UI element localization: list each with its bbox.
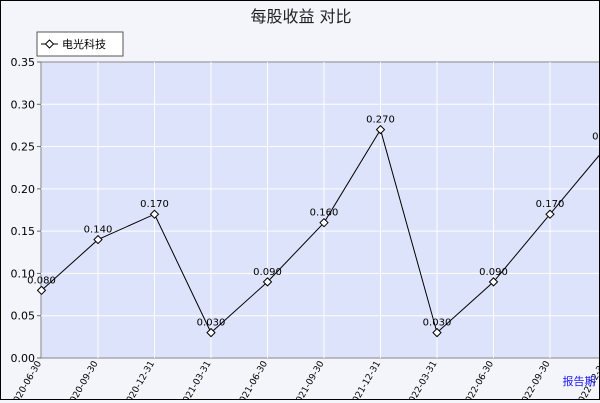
y-tick-label: 0.05 [11, 310, 36, 323]
y-tick-label: 0.10 [11, 267, 36, 280]
data-point-marker[interactable] [375, 124, 386, 135]
data-point-marker[interactable] [262, 277, 273, 287]
x-tick-label: 2021-12-31 [348, 360, 383, 400]
data-point-markers[interactable] [36, 75, 600, 338]
x-tick-label: 2021-03-31 [179, 360, 214, 400]
y-tick-label: 0.35 [11, 56, 36, 69]
y-tick-label: 0.25 [11, 141, 36, 154]
data-point-marker[interactable] [36, 285, 47, 296]
x-tick-label: 2022-06-30 [461, 359, 496, 399]
series-line [41, 128, 600, 334]
chart-title: 每股收益 对比 [250, 7, 351, 26]
data-labels: 0.080 0.140 0.170 0.030 0.090 0.160 0.270 0.030… [27, 115, 600, 329]
data-label: 0.080 [27, 275, 56, 286]
x-tick-label: 2020-12-31 [122, 360, 157, 400]
data-point-marker[interactable] [488, 277, 499, 287]
data-label: 0.030 [197, 318, 226, 329]
data-point-marker[interactable] [319, 217, 329, 228]
legend-diamond-marker-icon [44, 39, 55, 49]
gridlines [41, 62, 600, 358]
data-point-marker[interactable] [206, 327, 216, 338]
y-tick-label: 0.00 [11, 352, 36, 365]
x-tick-label: 2022-09-30 [518, 359, 553, 399]
data-label: 0.140 [84, 225, 113, 236]
x-tick-label: 2021-09-30 [292, 359, 327, 399]
data-point-marker[interactable] [93, 234, 103, 245]
x-tick-label: 2020-09-30 [66, 359, 101, 399]
data-label: 0.170 [536, 199, 565, 210]
data-label: 0.250 [592, 132, 599, 143]
x-tick-label: 2020-06-30 [9, 359, 44, 399]
data-label: 0.270 [366, 115, 395, 126]
legend-label: 电光科技 [62, 37, 106, 51]
data-point-marker[interactable] [545, 209, 555, 219]
plot-area [40, 61, 600, 359]
report-period-label: 报告期 [563, 374, 596, 388]
data-point-marker[interactable] [432, 327, 442, 338]
data-label: 0.170 [140, 199, 169, 210]
legend[interactable]: 电光科技 [36, 31, 124, 57]
y-tick-label: 0.20 [11, 183, 36, 196]
y-tick-label: 0.30 [11, 98, 36, 111]
data-label: 0.160 [310, 208, 339, 219]
y-axis-tick-labels: 0.00 0.05 0.10 0.15 0.20 0.25 0.30 0.35 [11, 56, 41, 365]
data-label: 0.030 [423, 318, 452, 329]
y-tick-label: 0.15 [11, 225, 36, 238]
x-axis-tick-labels: 2020-06-30 2020-09-30 2020-12-31 2021-03-31… [9, 359, 600, 403]
data-point-marker[interactable] [149, 209, 160, 219]
data-label: 0.090 [479, 267, 508, 278]
x-tick-label: 2022-03-31 [405, 360, 440, 400]
x-tick-label: 2021-06-30 [235, 359, 270, 399]
data-label: 0.090 [253, 267, 282, 278]
